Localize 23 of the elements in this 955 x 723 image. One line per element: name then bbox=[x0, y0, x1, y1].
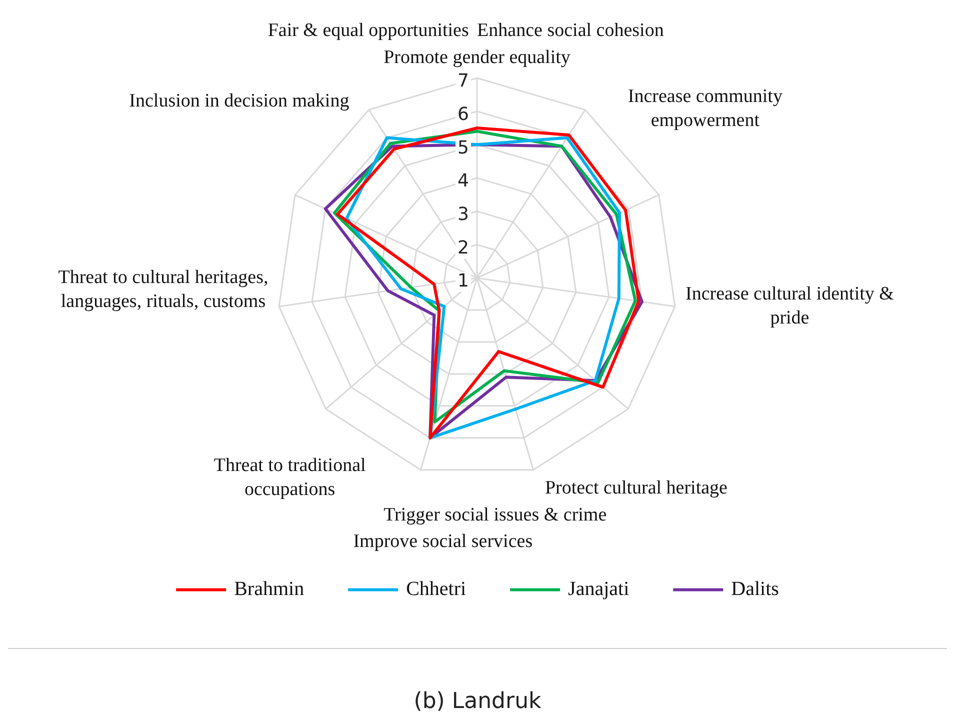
y-tick-label: 7 bbox=[458, 70, 469, 92]
spoke-label: Fair & equal opportunities bbox=[268, 20, 469, 41]
y-tick-label: 4 bbox=[458, 170, 469, 192]
spoke-label: Increase cultural identity & pride bbox=[686, 283, 894, 328]
text: (b) Landruk bbox=[412, 689, 542, 714]
legend-label: Brahmin bbox=[234, 578, 304, 600]
spoke-label: Threat to traditional occupations bbox=[214, 455, 366, 500]
spoke-label: Enhance social cohesion bbox=[477, 20, 664, 42]
y-tick-label: 3 bbox=[458, 204, 469, 226]
spoke-label: Trigger social issues & crime bbox=[384, 504, 607, 526]
y-tick-label: 2 bbox=[458, 237, 469, 258]
legend-label: Dalits bbox=[731, 578, 780, 600]
legend-label: Chhetri bbox=[406, 578, 467, 600]
legend-label: Janajati bbox=[568, 578, 630, 600]
y-tick-label: 6 bbox=[458, 104, 469, 126]
spoke-label: Improve social services bbox=[353, 530, 533, 552]
spoke-label: Protect cultural heritage bbox=[544, 478, 728, 499]
spoke-label: Increase community empowerment bbox=[628, 86, 783, 131]
spoke-label: Promote gender equality bbox=[384, 46, 571, 68]
spoke-label: Inclusion in decision making bbox=[129, 90, 350, 112]
spoke-label: Threat to cultural heritages, languages, rituals, customs bbox=[58, 266, 268, 312]
y-tick-label: 1 bbox=[458, 270, 469, 292]
y-tick-label: 5 bbox=[458, 137, 469, 158]
